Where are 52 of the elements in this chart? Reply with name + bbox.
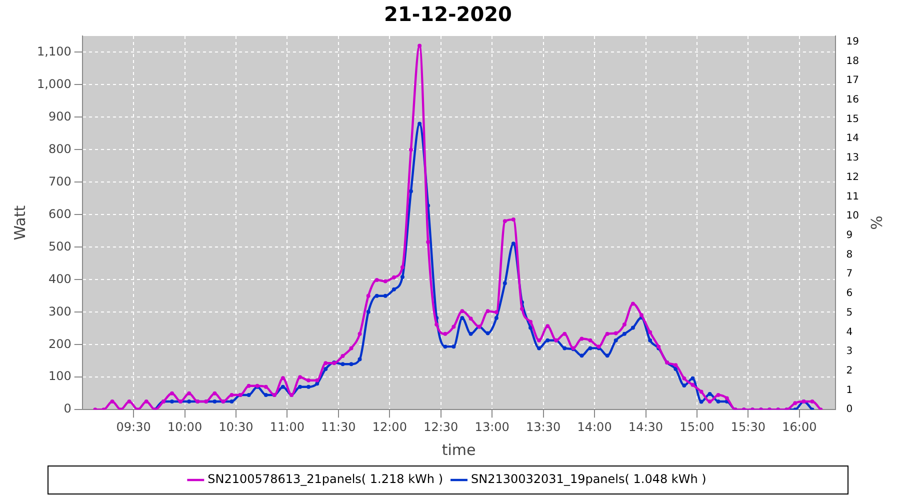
y-tick-label: 100 — [48, 369, 72, 384]
y-tick-label: 1,100 — [36, 44, 72, 58]
y-tick-label: 1,000 — [36, 76, 72, 91]
y2-tick-label: 14 — [846, 133, 860, 144]
y2-tick-label: 18 — [846, 56, 860, 67]
x-tick-label: 11:00 — [270, 420, 305, 434]
y2-tick-label: 3 — [846, 346, 853, 358]
y2-tick-label: 19 — [846, 36, 860, 48]
chart-title: 21-12-2020 — [384, 2, 512, 26]
y2-tick-label: 8 — [846, 249, 853, 260]
x-tick-label: 12:30 — [424, 420, 458, 434]
y2-tick-label: 2 — [846, 365, 853, 376]
x-tick-label: 10:30 — [218, 420, 254, 434]
y-tick-label: 600 — [48, 206, 72, 221]
x-tick-label: 14:30 — [628, 420, 664, 434]
y-tick-label: 900 — [48, 109, 72, 124]
y2-tick-label: 12 — [846, 172, 860, 183]
y-axis-title: Watt — [10, 205, 29, 240]
x-tick-label: 15:30 — [730, 420, 766, 434]
y2-tick-label: 16 — [846, 94, 860, 106]
legend-label: SN2100578613_21panels( 1.218 kWh ) — [208, 472, 444, 486]
y2-tick-label: 17 — [846, 75, 860, 86]
legend-label: SN2130032031_19panels( 1.048 kWh ) — [471, 472, 706, 486]
x-tick-label: 11:30 — [321, 420, 356, 434]
y-tick-label: 800 — [48, 142, 72, 156]
y2-tick-label: 0 — [846, 404, 853, 416]
y2-tick-label: 7 — [846, 268, 853, 280]
x-tick-label: 15:00 — [680, 420, 714, 434]
x-axis-title: time — [442, 440, 476, 459]
y-tick-label: 200 — [48, 336, 72, 351]
x-tick-label: 16:00 — [782, 420, 817, 434]
y-tick-label: 300 — [48, 304, 72, 318]
x-tick-label: 12:00 — [372, 420, 407, 434]
y-tick-label: 0 — [64, 402, 72, 416]
y2-tick-label: 10 — [846, 210, 860, 222]
y2-tick-label: 1 — [846, 384, 853, 396]
y2-tick-label: 13 — [846, 152, 860, 164]
y-tick-label: 700 — [48, 174, 72, 188]
x-tick-label: 13:00 — [474, 420, 510, 434]
x-tick-label: 10:00 — [167, 420, 202, 434]
x-tick-label: 13:30 — [526, 420, 561, 434]
x-tick-label: 14:00 — [577, 420, 612, 434]
y2-tick-label: 5 — [846, 307, 853, 318]
y2-tick-label: 4 — [846, 326, 853, 338]
y2-tick-label: 15 — [846, 114, 860, 125]
y2-tick-label: 11 — [846, 191, 860, 202]
y-tick-label: 400 — [48, 272, 72, 286]
y2-tick-label: 6 — [846, 288, 853, 300]
y-tick-label: 500 — [48, 239, 72, 254]
x-tick-label: 09:30 — [116, 420, 151, 434]
y2-axis-title: % — [867, 216, 886, 230]
y2-tick-label: 9 — [846, 230, 853, 241]
